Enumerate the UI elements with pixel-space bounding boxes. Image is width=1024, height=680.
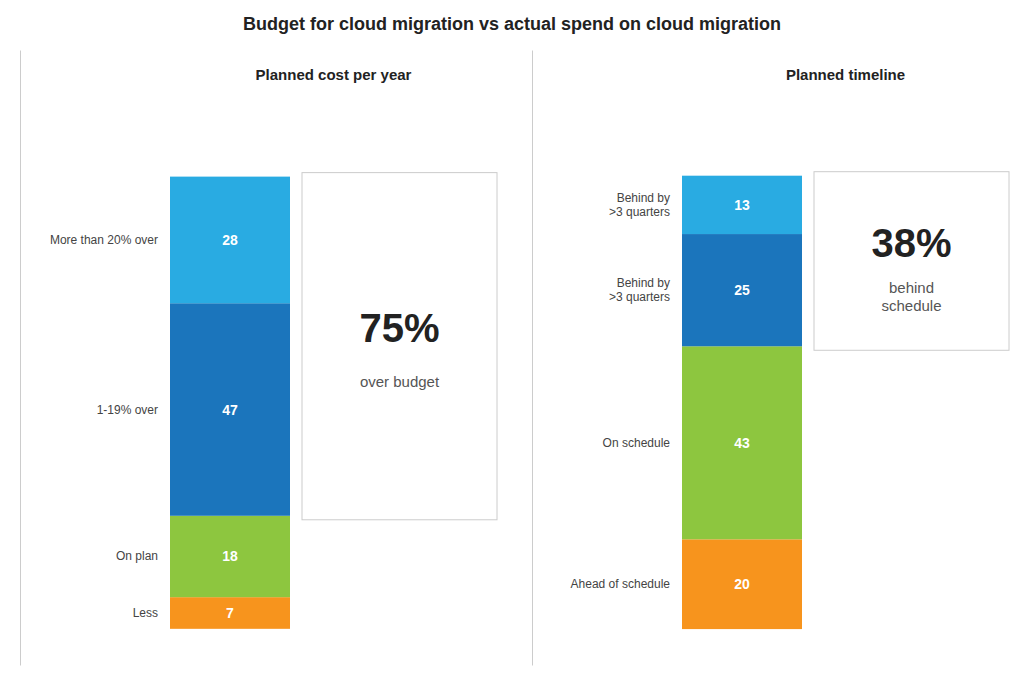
segment-label: More than 20% over bbox=[50, 233, 158, 247]
data-label: 25 bbox=[734, 282, 750, 298]
segment-label: Behind by>3 quarters bbox=[609, 276, 670, 304]
axis-line bbox=[532, 51, 533, 666]
text-line: Less bbox=[133, 606, 158, 620]
text-line: Behind by bbox=[617, 191, 670, 205]
chart-title: Budget for cloud migration vs actual spe… bbox=[243, 14, 781, 34]
segment-label: On schedule bbox=[603, 436, 671, 450]
bar-segment bbox=[170, 177, 290, 304]
text-line: On schedule bbox=[603, 436, 671, 450]
annotation-box bbox=[302, 173, 497, 520]
data-label: 28 bbox=[222, 232, 238, 248]
segment-label: 1-19% over bbox=[97, 403, 158, 417]
bar-segment bbox=[682, 176, 802, 234]
bar-segment bbox=[170, 303, 290, 516]
axis-line bbox=[20, 51, 21, 666]
data-label: 7 bbox=[226, 605, 234, 621]
data-label: 47 bbox=[222, 402, 238, 418]
annotation-text: behindschedule bbox=[881, 278, 941, 313]
subtitle: Planned timeline bbox=[786, 66, 905, 83]
panel: 7 Less 18 On plan 47 1-19% over 28 More than 20… bbox=[21, 51, 498, 666]
text-line: More than 20% over bbox=[50, 233, 158, 247]
text-line: 75% bbox=[359, 306, 439, 350]
data-label: 20 bbox=[734, 576, 750, 592]
text-line: 1-19% over bbox=[97, 403, 158, 417]
text-line: >3 quarters bbox=[609, 290, 670, 304]
bar-segment bbox=[170, 597, 290, 629]
text-line: Ahead of schedule bbox=[571, 577, 671, 591]
annotation-text: over budget bbox=[360, 373, 440, 390]
segment-label: Less bbox=[133, 606, 158, 620]
texts: 7 Less 18 On plan 47 1-19% over 28 More than 20… bbox=[50, 66, 440, 621]
data-label: 43 bbox=[734, 435, 750, 451]
data-label: 13 bbox=[734, 197, 750, 213]
subtitle: Planned cost per year bbox=[256, 66, 412, 83]
data-label: 18 bbox=[222, 548, 238, 564]
annotation-value: 38% bbox=[871, 221, 951, 265]
bar-segment bbox=[682, 539, 802, 629]
bar-segment bbox=[682, 346, 802, 539]
y-axis bbox=[532, 51, 533, 666]
annotation-value: 75% bbox=[359, 306, 439, 350]
segment-label: Behind by>3 quarters bbox=[609, 191, 670, 219]
text-line: On plan bbox=[116, 549, 158, 563]
text-line: >3 quarters bbox=[609, 205, 670, 219]
bar-segment bbox=[170, 516, 290, 597]
panel: 20 Ahead of schedule 43 On schedule 25 Behind… bbox=[533, 51, 1010, 666]
bar-segment bbox=[682, 234, 802, 346]
y-axis bbox=[20, 51, 21, 666]
chart-svg: Budget for cloud migration vs actual spe… bbox=[0, 0, 1024, 680]
texts: 20 Ahead of schedule 43 On schedule 25 Behind… bbox=[571, 66, 952, 592]
text-line: Behind by bbox=[617, 276, 670, 290]
text-line: 38% bbox=[871, 221, 951, 265]
text-line: over budget bbox=[360, 373, 440, 390]
annotation-box bbox=[814, 172, 1009, 351]
segment-label: Ahead of schedule bbox=[571, 577, 671, 591]
text-line: behind bbox=[889, 278, 934, 295]
bars bbox=[170, 177, 290, 629]
segment-label: On plan bbox=[116, 549, 158, 563]
text-line: schedule bbox=[881, 296, 941, 313]
bars bbox=[682, 176, 802, 629]
